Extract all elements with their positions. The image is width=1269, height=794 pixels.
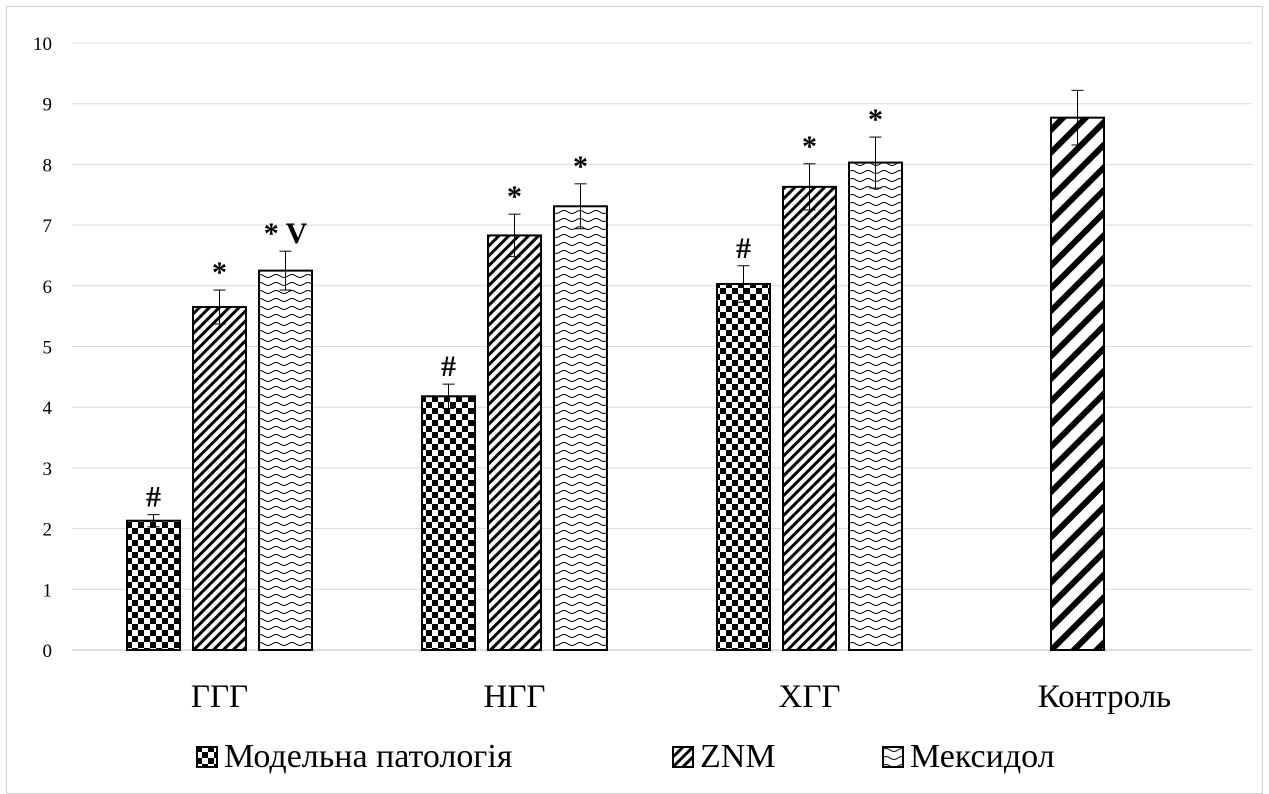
significance-mark: *	[212, 256, 227, 289]
y-tick-label: 7	[43, 216, 53, 237]
x-category-label: ГГГ	[191, 679, 248, 715]
bar-wave	[553, 205, 608, 652]
y-tick-label: 2	[43, 520, 53, 541]
bar-checker	[126, 519, 181, 651]
bar-diagonal-thin	[782, 185, 837, 651]
y-tick-label: 6	[43, 277, 53, 298]
legend-item-mexidol: Мексидол	[882, 738, 1055, 776]
bar-diagonal-thin	[192, 306, 247, 651]
bar-wave	[258, 269, 313, 651]
legend-label-znm: ZNM	[700, 738, 776, 775]
y-tick-label: 8	[43, 155, 53, 176]
y-tick-label: 10	[33, 34, 52, 55]
significance-mark: *	[802, 130, 817, 163]
x-category-label: ХГГ	[779, 679, 841, 715]
x-category-label: Контроль	[1038, 679, 1171, 715]
y-tick-label: 5	[43, 338, 53, 359]
legend-label-mexidol: Мексидол	[910, 738, 1055, 775]
significance-mark: *	[507, 180, 522, 213]
significance-mark: *	[868, 103, 883, 136]
bar-wave	[848, 161, 903, 651]
legend-swatch-diagonal	[672, 746, 694, 768]
x-axis-categories: ГГГ НГГ ХГГ Контроль	[191, 679, 1171, 715]
significance-mark: #	[736, 232, 751, 265]
bars: # * * V # * * # * *	[126, 89, 1105, 652]
significance-mark: #	[441, 350, 456, 383]
bar-control	[1050, 116, 1105, 651]
y-tick-label: 1	[43, 580, 53, 601]
y-tick-label: 0	[43, 641, 53, 662]
legend: Модельна патологія ZNM Мексидол	[0, 738, 1269, 788]
y-tick-label: 4	[43, 398, 53, 419]
significance-mark: * V	[264, 217, 308, 250]
legend-item-znm: ZNM	[672, 738, 776, 776]
legend-swatch-checker	[196, 746, 218, 768]
bar-diagonal-thin	[487, 234, 542, 651]
y-tick-label: 9	[43, 95, 53, 116]
significance-mark: #	[146, 481, 161, 514]
legend-label-model: Модельна патологія	[224, 738, 513, 775]
legend-swatch-wave	[882, 746, 904, 768]
legend-item-model: Модельна патологія	[196, 738, 512, 776]
significance-mark: *	[573, 150, 588, 183]
x-category-label: НГГ	[484, 679, 546, 715]
bar-checker	[716, 282, 771, 651]
y-axis-ticks: 0 1 2 3 4 5 6 7 8 9 10	[33, 34, 53, 662]
y-tick-label: 3	[43, 459, 53, 480]
bar-checker	[421, 395, 476, 651]
